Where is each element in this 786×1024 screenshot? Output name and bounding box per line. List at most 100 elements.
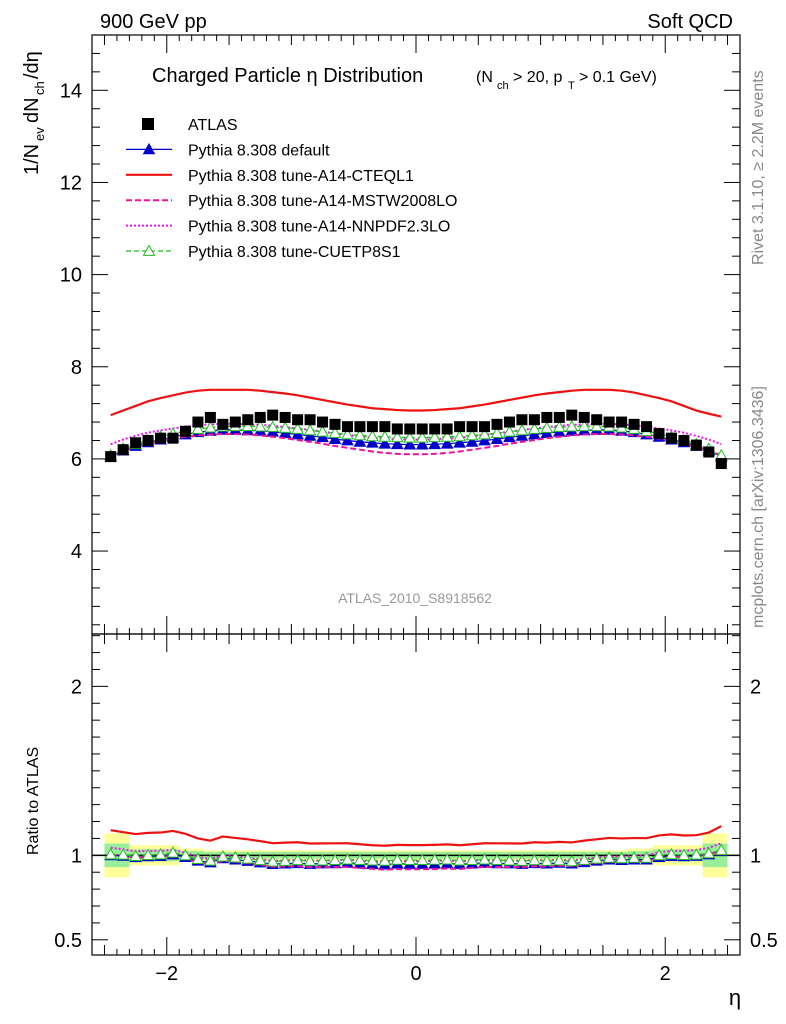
ratio-marker-cuetp8s1 (129, 849, 142, 862)
data-point-atlas (304, 414, 316, 426)
ratio-marker-cuetp8s1 (316, 854, 329, 866)
data-point-atlas (192, 416, 204, 428)
data-point-atlas (715, 458, 727, 470)
x-tick-label: 0 (410, 963, 421, 985)
marker-default (440, 437, 454, 449)
marker-cuetp8s1 (577, 419, 591, 432)
data-point-atlas (479, 421, 491, 433)
ratio-marker-cuetp8s1 (577, 853, 591, 865)
legend-label: Pythia 8.308 tune-A14-NNPDF2.3LO (188, 219, 450, 236)
svg-text:T: T (568, 80, 575, 92)
header-right: Soft QCD (647, 11, 733, 33)
legend-label: ATLAS (188, 117, 238, 134)
ratio-panel: −2 0 2 0.5 0.5 1 1 2 2 (54, 633, 778, 985)
data-point-atlas (566, 409, 578, 421)
svg-text:> 20, p: > 20, p (513, 69, 562, 86)
data-point-atlas (454, 421, 466, 433)
marker-cuetp8s1 (415, 431, 429, 443)
ratio-marker-cuetp8s1 (291, 853, 304, 866)
y-tick-label: 12 (60, 172, 82, 194)
x-axis-label: η (729, 985, 741, 1010)
ratio-marker-cuetp8s1 (353, 853, 367, 866)
data-point-atlas (167, 432, 179, 444)
svg-text:ev: ev (32, 127, 47, 141)
ratio-marker-cuetp8s1 (303, 854, 317, 866)
data-point-atlas (279, 411, 291, 423)
svg-text:> 0.1 GeV): > 0.1 GeV) (579, 69, 657, 86)
svg-text:dN: dN (21, 97, 43, 123)
marker-default (528, 427, 541, 440)
marker-default (353, 435, 367, 447)
ratio-marker-cuetp8s1 (453, 854, 466, 866)
chart-title-main: Charged Particle η Distribution (152, 65, 423, 87)
data-point-atlas (366, 421, 378, 433)
data-point-atlas (603, 416, 615, 428)
marker-default (366, 436, 379, 448)
data-point-atlas (628, 418, 640, 430)
ratio-y-tick-label-right: 1 (750, 845, 761, 867)
data-point-atlas (516, 414, 528, 426)
data-point-atlas (553, 411, 565, 423)
marker-cuetp8s1 (191, 422, 205, 434)
svg-text:1/N: 1/N (21, 144, 43, 175)
ratio-marker-cuetp8s1 (266, 855, 280, 867)
svg-text:ch: ch (497, 80, 509, 92)
ratio-marker-cuetp8s1 (640, 851, 653, 863)
ratio-line-cteql1 (110, 825, 722, 847)
ratio-marker-cuetp8s1 (602, 851, 616, 863)
marker-default (341, 433, 354, 446)
marker-cuetp8s1 (278, 421, 292, 433)
ratio-marker-cuetp8s1 (166, 846, 180, 858)
marker-default (503, 430, 516, 443)
marker-cuetp8s1 (291, 422, 304, 434)
ratio-marker-cuetp8s1 (403, 853, 417, 866)
ratio-marker-cuetp8s1 (478, 853, 491, 865)
data-point-atlas (591, 414, 603, 426)
data-point-atlas (267, 409, 279, 421)
ratio-y-tick-label: 2 (71, 676, 82, 698)
marker-cuetp8s1 (241, 419, 255, 432)
legend-label: Pythia 8.308 tune-A14-CTEQL1 (188, 168, 414, 185)
data-point-atlas (528, 414, 540, 426)
data-point-atlas (292, 414, 304, 426)
ratio-marker-cuetp8s1 (702, 846, 716, 859)
ratio-marker-cuetp8s1 (665, 848, 678, 860)
ratio-marker-cuetp8s1 (241, 852, 255, 864)
marker-default (316, 430, 329, 443)
y-tick-label: 8 (71, 357, 82, 379)
ratio-marker-cuetp8s1 (415, 853, 429, 866)
series-line-mstw (110, 433, 722, 457)
ratio-marker-cuetp8s1 (278, 854, 292, 866)
data-point-atlas (653, 428, 665, 440)
data-point-atlas (130, 437, 142, 449)
data-point-atlas (416, 423, 428, 435)
ratio-frame (91, 633, 741, 956)
ratio-marker-cuetp8s1 (615, 851, 628, 864)
ratio-marker-cuetp8s1 (116, 848, 130, 860)
chart-title-suffix: (N ch > 20, p T > 0.1 GeV) (476, 69, 657, 92)
data-point-atlas (491, 418, 503, 430)
ratio-marker-cuetp8s1 (440, 853, 454, 865)
marker-default (515, 429, 529, 441)
marker-cuetp8s1 (353, 428, 367, 441)
svg-text:ch: ch (32, 81, 47, 95)
marker-cuetp8s1 (528, 422, 541, 434)
x-tick-label: −2 (155, 963, 178, 985)
svg-text:(N: (N (476, 69, 493, 86)
data-point-atlas (341, 421, 353, 433)
data-point-atlas (204, 411, 216, 423)
marker-default (303, 429, 317, 441)
data-point-atlas (254, 411, 266, 423)
ratio-marker-cuetp8s1 (503, 854, 516, 866)
ratio-marker-cuetp8s1 (590, 852, 604, 864)
marker-cuetp8s1 (565, 420, 579, 432)
legend-marker-cuetp8s1 (142, 244, 156, 256)
data-point-atlas (354, 421, 366, 433)
marker-default (428, 437, 442, 450)
data-point-atlas (117, 444, 129, 456)
ratio-marker-cuetp8s1 (141, 848, 155, 860)
series-line-cteql1 (110, 388, 722, 418)
data-point-atlas (441, 423, 453, 435)
marker-default (478, 433, 491, 446)
ratio-y-tick-label-right: 2 (750, 676, 761, 698)
